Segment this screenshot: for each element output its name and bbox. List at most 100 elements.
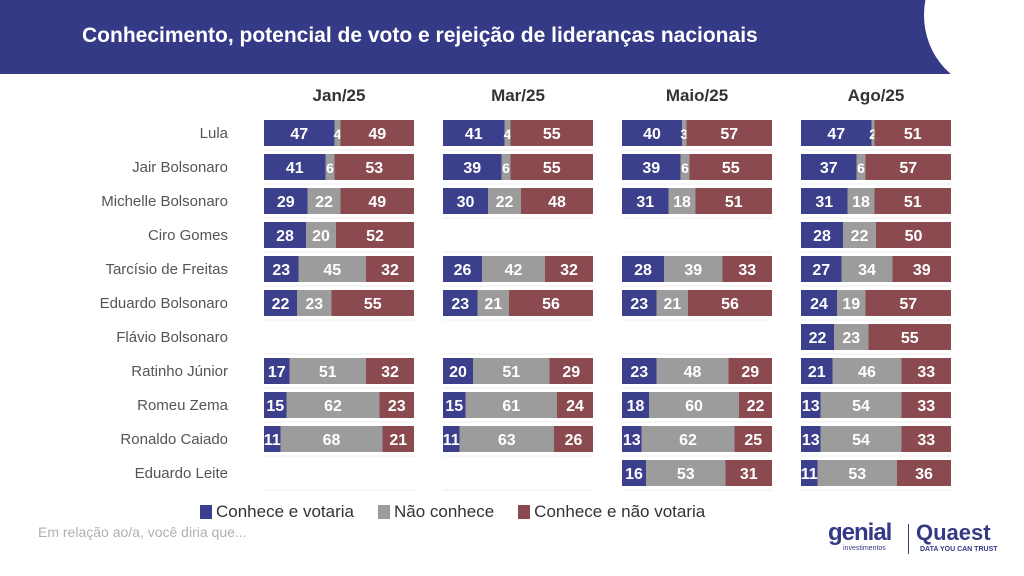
bar-segment-nao-conhece [680,154,690,180]
bar-segment-votaria [801,358,833,384]
bar-value-label: 13 [802,432,820,449]
bar-value-label: 68 [323,432,341,449]
bar-segment-votaria [801,290,837,316]
bar-segment-nao-votaria [874,188,951,214]
bar-segment-votaria [801,324,834,350]
bar-value-label: 22 [809,330,827,347]
bar-value-label: 57 [899,296,917,313]
bar-segment-votaria [622,392,649,418]
bar-value-label: 29 [741,364,759,381]
bar-segment-nao-conhece [649,392,739,418]
bar-segment-votaria [801,256,842,282]
panel-header: Ago/25 [848,86,905,105]
bar-segment-nao-votaria [865,290,951,316]
bar-segment-votaria [443,290,478,316]
bar-value-label: 55 [901,330,919,347]
bar-segment-votaria [622,358,657,384]
bar-value-label: 22 [272,296,290,313]
bar-segment-nao-votaria [557,392,593,418]
bar-value-label: 50 [905,228,923,245]
bar-value-label: 2 [869,126,877,142]
bar-segment-nao-conhece [664,256,723,282]
bar-segment-votaria [443,392,466,418]
genial-logo-sub: investimentos [843,545,886,552]
panel-header: Jan/25 [313,86,366,105]
bar-value-label: 57 [899,160,917,177]
bar-value-label: 11 [801,466,818,483]
bar-value-label: 51 [502,364,520,381]
bar-value-label: 13 [623,432,641,449]
bar-segment-nao-votaria [510,154,593,180]
bar-segment-votaria [264,358,290,384]
bar-segment-votaria [801,222,843,248]
bar-value-label: 62 [324,398,342,415]
bar-segment-nao-conhece [820,426,902,452]
row-label: Jair Bolsonaro [132,159,228,176]
bar-value-label: 6 [681,160,689,176]
legend: Conhece e votaria Não conhece Conhece e … [200,502,705,522]
legend-label-votaria: Conhece e votaria [216,502,354,521]
bar-segment-nao-conhece [668,188,696,214]
bar-segment-nao-conhece [641,426,735,452]
bar-segment-nao-votaria [868,324,951,350]
bar-value-label: 53 [365,160,383,177]
bar-segment-nao-conhece [834,324,869,350]
bar-segment-votaria [264,426,281,452]
bar-value-label: 17 [268,364,286,381]
bar-value-label: 29 [277,194,295,211]
bar-segment-nao-votaria [722,256,772,282]
logo-separator [908,524,909,554]
bar-value-label: 54 [852,432,870,449]
bar-segment-nao-votaria [549,358,593,384]
bar-value-label: 15 [266,398,284,415]
bar-value-label: 11 [264,432,281,449]
legend-label-nao-conhece: Não conhece [393,502,495,521]
bar-value-label: 20 [449,364,467,381]
bar-value-label: 31 [740,466,758,483]
bar-value-label: 32 [560,262,578,279]
row-label: Tarcísio de Freitas [105,261,228,278]
bar-segment-nao-conhece [306,222,336,248]
bar-value-label: 51 [319,364,337,381]
bar-segment-votaria [622,120,682,146]
bar-segment-votaria [622,460,646,486]
bar-value-label: 19 [842,296,860,313]
bar-value-label: 62 [679,432,697,449]
legend-swatch-nao-votaria [518,505,531,519]
row-label: Ciro Gomes [148,227,228,244]
bar-value-label: 40 [643,126,661,143]
bar-segment-nao-conhece [465,392,557,418]
bar-segment-nao-conhece [280,426,383,452]
panel-header: Maio/25 [666,86,728,105]
bar-segment-nao-votaria [728,358,772,384]
bar-value-label: 46 [858,364,876,381]
bar-segment-nao-conhece [682,120,687,146]
bar-value-label: 31 [815,194,833,211]
bar-value-label: 6 [326,160,334,176]
bar-value-label: 39 [684,262,702,279]
bar-segment-votaria [622,188,669,214]
bar-segment-nao-conhece [501,154,511,180]
bar-value-label: 18 [852,194,870,211]
bar-segment-nao-conhece [473,358,550,384]
bar-segment-nao-conhece [817,460,897,486]
bar-value-label: 24 [810,296,828,313]
bar-value-label: 53 [677,466,695,483]
bar-value-label: 24 [566,398,584,415]
bar-value-label: 51 [725,194,743,211]
footnote: Em relação ao/a, você diria que... [38,524,247,540]
quaest-logo-sub: DATA YOU CAN TRUST [920,546,998,553]
bar-segment-nao-votaria [382,426,414,452]
bar-value-label: 33 [738,262,756,279]
bar-value-label: 33 [917,398,935,415]
row-label: Michelle Bolsonaro [101,193,228,210]
bar-segment-nao-votaria [874,120,951,146]
bar-value-label: 22 [496,194,514,211]
bar-segment-nao-votaria [739,392,772,418]
legend-item-votaria: Conhece e votaria [200,502,354,522]
bar-value-label: 56 [542,296,560,313]
bar-segment-nao-conhece [856,154,866,180]
bar-segment-votaria [264,256,299,282]
bar-value-label: 25 [744,432,762,449]
bar-value-label: 26 [454,262,472,279]
